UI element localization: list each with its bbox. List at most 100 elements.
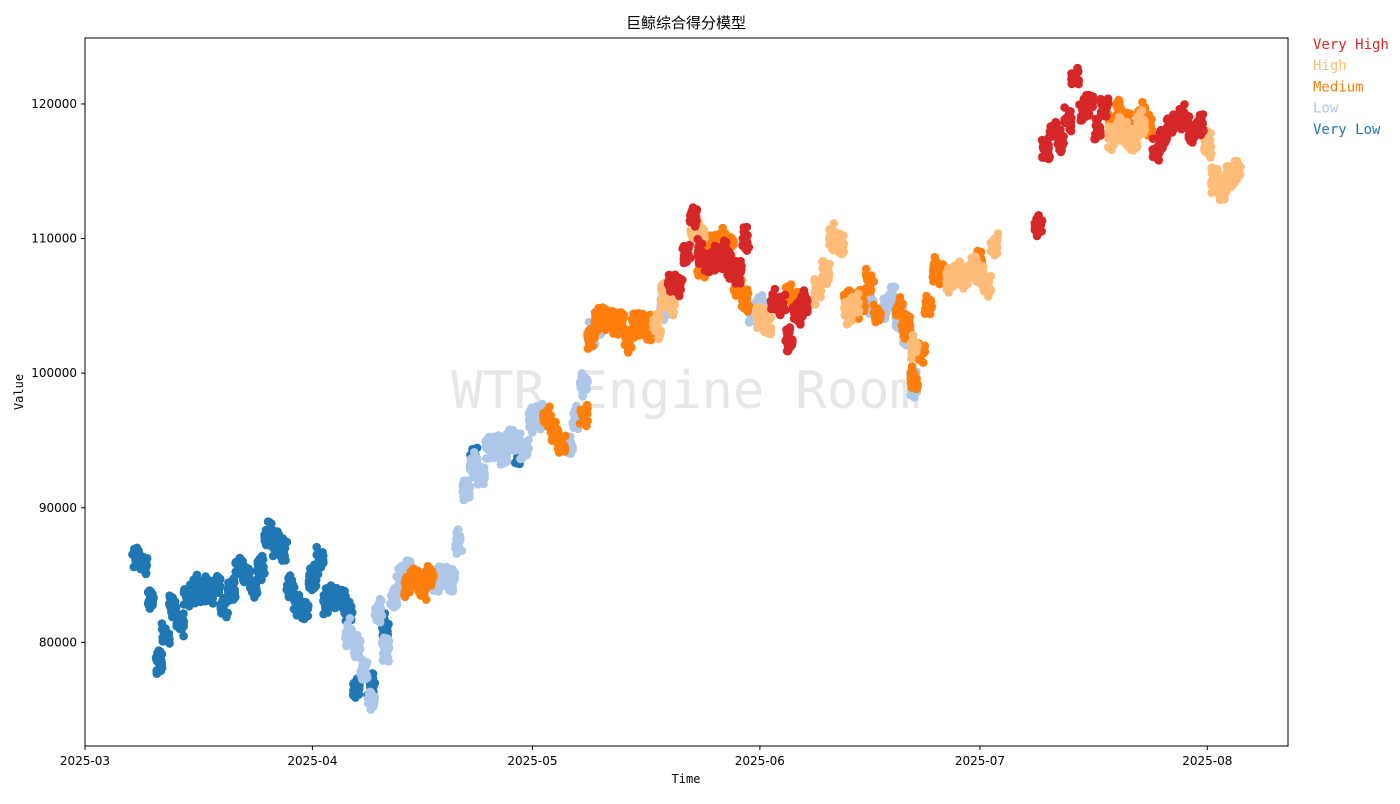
- data-point-sample: [375, 603, 385, 612]
- data-point-sample: [444, 572, 454, 582]
- data-point-sample: [788, 338, 797, 348]
- data-point-sample: [343, 628, 353, 638]
- data-point-sample: [427, 566, 437, 576]
- data-point-sample: [757, 291, 767, 300]
- data-point-sample: [254, 559, 263, 568]
- data-point-sample: [482, 454, 491, 463]
- y-tick-label: 90000: [39, 501, 77, 515]
- data-point-sample: [818, 257, 827, 266]
- data-point-sample: [375, 611, 384, 621]
- watermark: WTR Engine Room: [451, 361, 921, 421]
- data-point-sample: [1195, 119, 1204, 129]
- data-point-sample: [752, 311, 761, 320]
- data-point-sample: [260, 531, 270, 541]
- x-axis-label: Time: [672, 772, 701, 786]
- data-point-sample: [926, 296, 936, 305]
- data-point-sample: [488, 449, 498, 459]
- x-axis: 2025-03 2025-04 2025-05 2025-06 2025-07 2025-…: [60, 746, 1232, 768]
- data-point-sample: [1125, 110, 1134, 119]
- data-point-sample: [380, 627, 390, 636]
- data-point-sample: [318, 555, 328, 565]
- data-point-sample: [181, 599, 191, 608]
- data-point-sample: [1127, 124, 1136, 134]
- data-point-sample: [930, 252, 940, 262]
- data-point-sample: [1050, 120, 1059, 130]
- data-point-sample: [208, 576, 218, 586]
- legend: Very High High Medium Low Very Low: [1313, 37, 1389, 138]
- data-point-sample: [448, 565, 457, 574]
- legend-item-very-low: Very Low: [1313, 122, 1381, 138]
- data-point-sample: [268, 551, 278, 561]
- data-point-sample: [1172, 120, 1181, 129]
- data-point-sample: [490, 432, 499, 442]
- data-point-sample: [187, 580, 196, 589]
- data-point-sample: [766, 296, 776, 306]
- data-point-sample: [651, 327, 660, 336]
- data-point-sample: [172, 621, 181, 631]
- data-point-sample: [810, 292, 820, 301]
- data-point-sample: [499, 458, 509, 468]
- data-point-sample: [400, 587, 410, 597]
- y-tick-label: 110000: [31, 232, 77, 246]
- data-point-sample: [733, 267, 742, 277]
- data-point-sample: [652, 310, 661, 319]
- data-point-sample: [464, 483, 474, 492]
- data-point-sample: [285, 571, 295, 580]
- data-point-sample: [916, 354, 925, 363]
- data-point-sample: [980, 279, 990, 289]
- data-point-sample: [257, 551, 267, 561]
- data-point-sample: [1103, 143, 1113, 152]
- data-point-sample: [426, 581, 436, 590]
- data-point-sample: [825, 259, 834, 269]
- data-point-sample: [740, 230, 749, 240]
- data-point-sample: [1061, 118, 1071, 128]
- data-point-sample: [383, 646, 393, 655]
- data-point-sample: [957, 278, 967, 288]
- data-point-sample: [742, 222, 752, 232]
- data-point-sample: [864, 286, 874, 296]
- data-point-sample: [818, 264, 828, 273]
- data-point-sample: [209, 582, 219, 592]
- data-point-sample: [416, 591, 425, 600]
- legend-item-high: High: [1313, 58, 1347, 74]
- data-point-sample: [832, 240, 842, 249]
- data-point-sample: [907, 362, 917, 371]
- data-point-sample: [1207, 188, 1216, 197]
- data-point-sample: [700, 259, 710, 269]
- data-point-sample: [368, 702, 378, 711]
- data-point-sample: [575, 419, 585, 428]
- data-point-sample: [1043, 151, 1052, 161]
- data-point-sample: [885, 290, 894, 299]
- data-point-sample: [984, 292, 993, 301]
- data-point-sample: [554, 448, 564, 457]
- y-tick-label: 120000: [31, 97, 77, 111]
- data-point-sample: [529, 423, 539, 433]
- data-point-sample: [683, 244, 693, 253]
- data-point-sample: [964, 261, 974, 271]
- data-point-sample: [889, 282, 899, 292]
- data-point-sample: [942, 271, 952, 280]
- data-point-sample: [375, 594, 385, 604]
- data-point-sample: [825, 233, 835, 242]
- data-point-sample: [352, 630, 362, 640]
- data-point-sample: [278, 534, 288, 543]
- data-point-sample: [241, 562, 250, 572]
- data-point-sample: [179, 631, 188, 641]
- data-point-sample: [697, 239, 707, 248]
- data-point-sample: [402, 556, 412, 565]
- data-point-sample: [710, 241, 720, 251]
- data-point-sample: [422, 574, 432, 583]
- data-point-sample: [690, 222, 700, 231]
- data-point-sample: [313, 570, 323, 579]
- data-point-sample: [788, 290, 798, 299]
- data-point-sample: [1122, 117, 1131, 127]
- data-point-sample: [246, 580, 256, 590]
- data-point-sample: [1056, 147, 1066, 157]
- data-point-sample: [188, 587, 197, 596]
- data-point-sample: [216, 602, 225, 612]
- data-point-sample: [802, 294, 811, 304]
- data-point-sample: [384, 657, 393, 666]
- data-point-sample: [411, 566, 421, 576]
- data-point-sample: [720, 236, 729, 246]
